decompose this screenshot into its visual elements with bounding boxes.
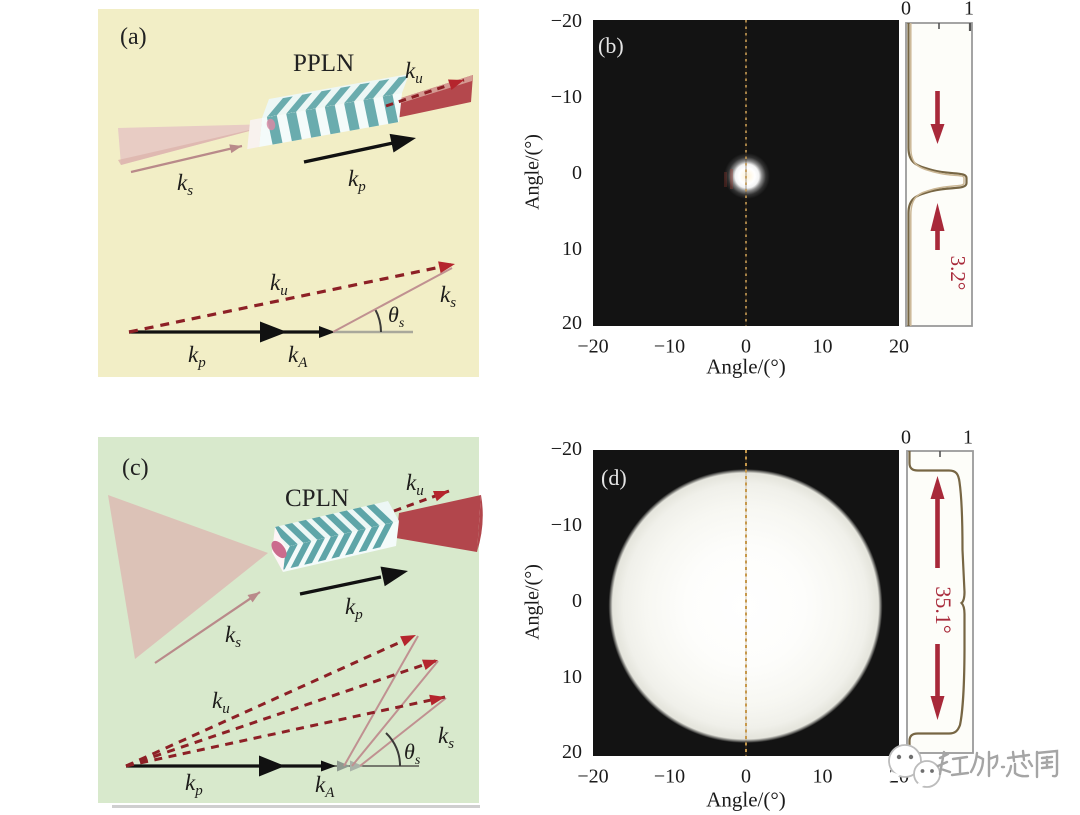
svg-text:(c): (c) xyxy=(122,455,149,481)
svg-text:35.1°: 35.1° xyxy=(931,586,956,633)
svg-text:PPLN: PPLN xyxy=(293,50,354,77)
svg-text:(a): (a) xyxy=(120,24,147,50)
svg-text:3.2°: 3.2° xyxy=(946,256,970,291)
svg-text:CPLN: CPLN xyxy=(285,485,349,512)
